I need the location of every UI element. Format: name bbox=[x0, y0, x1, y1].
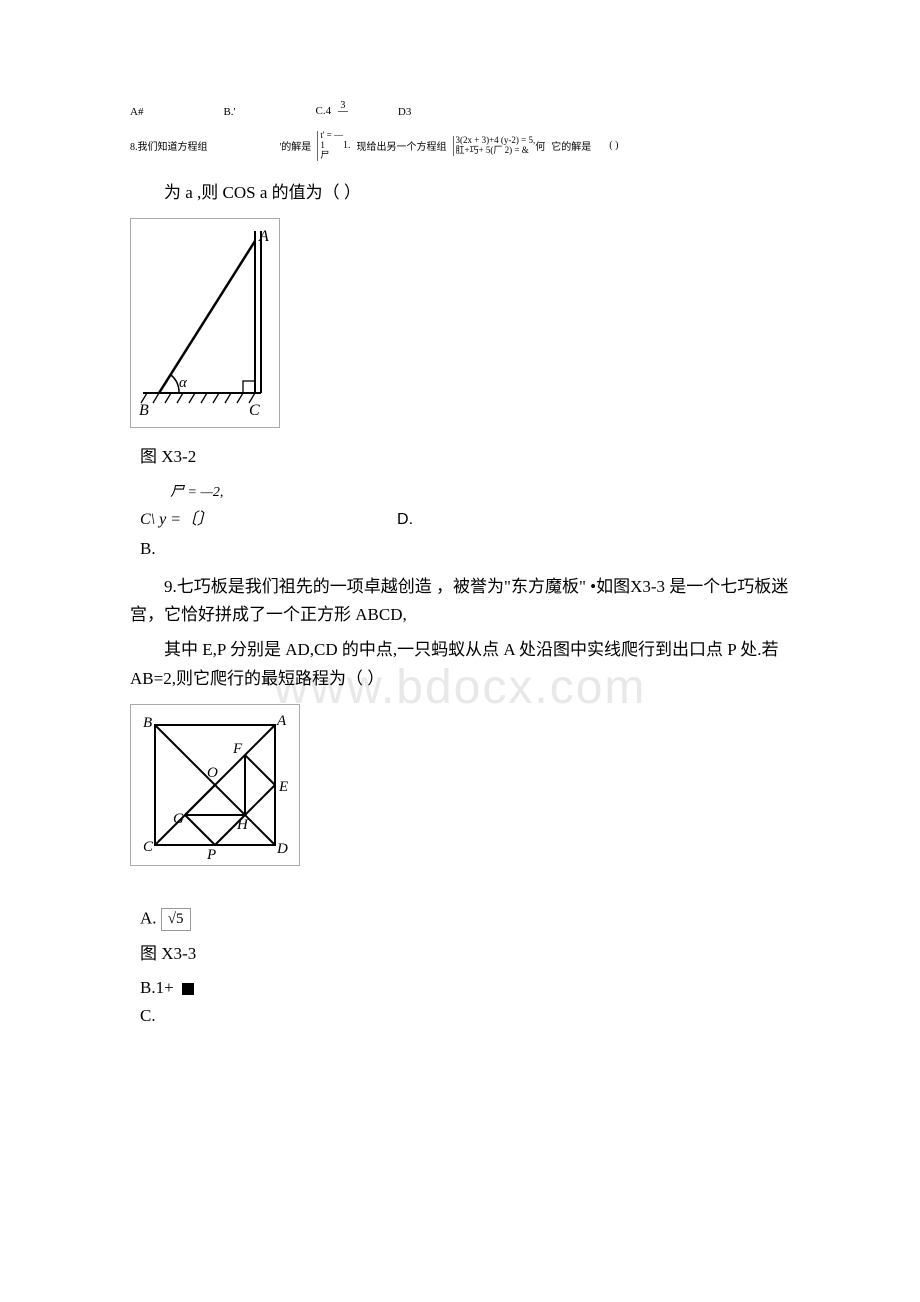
option-c-y-line: C\ y =〔〕 D. bbox=[140, 505, 790, 529]
figure-x3-3-caption: 图 X3-3 bbox=[140, 939, 790, 964]
option-a-line: A. √5 bbox=[140, 908, 790, 931]
q9-paragraph-1: 9.七巧板是我们祖先的一项卓越创造 ，被誉为"东方魔板" •如图X3-3 是一个… bbox=[130, 573, 790, 631]
q8-tail: 它的解是 bbox=[551, 138, 591, 153]
figure-x3-2: A B C α bbox=[130, 218, 280, 428]
option-b-text: B.1+ bbox=[140, 978, 178, 997]
svg-text:H: H bbox=[236, 817, 249, 833]
page-content: A# B.' C.4 3 D3 8.我们知道方程组 '的解是 t' = — 1 … bbox=[130, 100, 790, 1026]
svg-text:E: E bbox=[278, 779, 288, 795]
q8-mid2: 1. bbox=[343, 140, 351, 151]
option-a: A# bbox=[130, 106, 143, 118]
option-c: C.4 3 bbox=[316, 100, 348, 123]
q8-mid1: '的解是 bbox=[280, 138, 312, 153]
cy-text: C\ y =〔〕 bbox=[140, 511, 213, 528]
q8-equation-brace: 3(2x + 3)+4 (y-2) = 5, 肛+巧+ 5(厂 2) = & bbox=[453, 136, 536, 156]
svg-text:B: B bbox=[143, 715, 152, 731]
figure-x3-3: B A C D E P O F G H bbox=[130, 704, 300, 866]
svg-text:F: F bbox=[232, 741, 243, 757]
frac-denom bbox=[342, 112, 345, 123]
svg-text:C: C bbox=[249, 402, 260, 419]
q8-mid3: 现给出另一个方程组 bbox=[357, 138, 447, 153]
svg-text:A: A bbox=[276, 713, 287, 729]
svg-text:B: B bbox=[139, 402, 149, 419]
alpha-question-line: 为 a ,则 COS a 的值为（ ） bbox=[130, 179, 790, 208]
q8-prefix: 8.我们知道方程组 bbox=[130, 138, 208, 153]
question-8-row: 8.我们知道方程组 '的解是 t' = — 1 尸 1. 现给出另一个方程组 3… bbox=[130, 131, 790, 161]
svg-text:C: C bbox=[143, 839, 154, 855]
svg-text:O: O bbox=[207, 765, 218, 781]
option-a-prefix: A. bbox=[140, 909, 157, 928]
tangram-svg: B A C D E P O F G H bbox=[137, 711, 293, 861]
svg-text:P: P bbox=[206, 847, 216, 861]
svg-text:G: G bbox=[173, 811, 184, 827]
q8-solution-brace: t' = — 1 尸 bbox=[317, 131, 343, 161]
option-c-fraction: 3 bbox=[338, 100, 348, 123]
svg-text:α: α bbox=[179, 375, 188, 391]
option-b-label: B. bbox=[140, 539, 790, 559]
q8-paren-open: ( bbox=[609, 140, 612, 151]
svg-text:A: A bbox=[258, 228, 269, 245]
q8-paren-close: ) bbox=[615, 140, 618, 151]
q8-tail1: 何 bbox=[535, 138, 545, 153]
top-options-row: A# B.' C.4 3 D3 bbox=[130, 100, 790, 123]
equation-line: 尸 = —2, bbox=[170, 481, 790, 501]
frac-numerator: 3 bbox=[340, 100, 345, 111]
figure-x3-2-caption: 图 X3-2 bbox=[140, 442, 790, 467]
option-b: B.' bbox=[223, 106, 235, 118]
option-a-sqrt: √5 bbox=[161, 908, 191, 931]
ladder-svg: A B C α bbox=[137, 225, 273, 421]
option-c-text: C.4 bbox=[316, 105, 332, 117]
option-b-line: B.1+ bbox=[140, 978, 790, 998]
q8-sol-bot: 尸 bbox=[320, 151, 343, 161]
option-c-line: C. bbox=[140, 1006, 790, 1026]
q8-eq-bot: 肛+巧+ 5(厂 2) = & bbox=[456, 146, 536, 156]
option-d: D3 bbox=[398, 106, 411, 118]
black-square-icon bbox=[182, 983, 194, 995]
option-d-label: D. bbox=[397, 511, 413, 528]
svg-text:D: D bbox=[276, 841, 288, 857]
q9-paragraph-2: 其中 E,P 分别是 AD,CD 的中点,一只蚂蚁从点 A 处沿图中实线爬行到出… bbox=[130, 636, 790, 694]
